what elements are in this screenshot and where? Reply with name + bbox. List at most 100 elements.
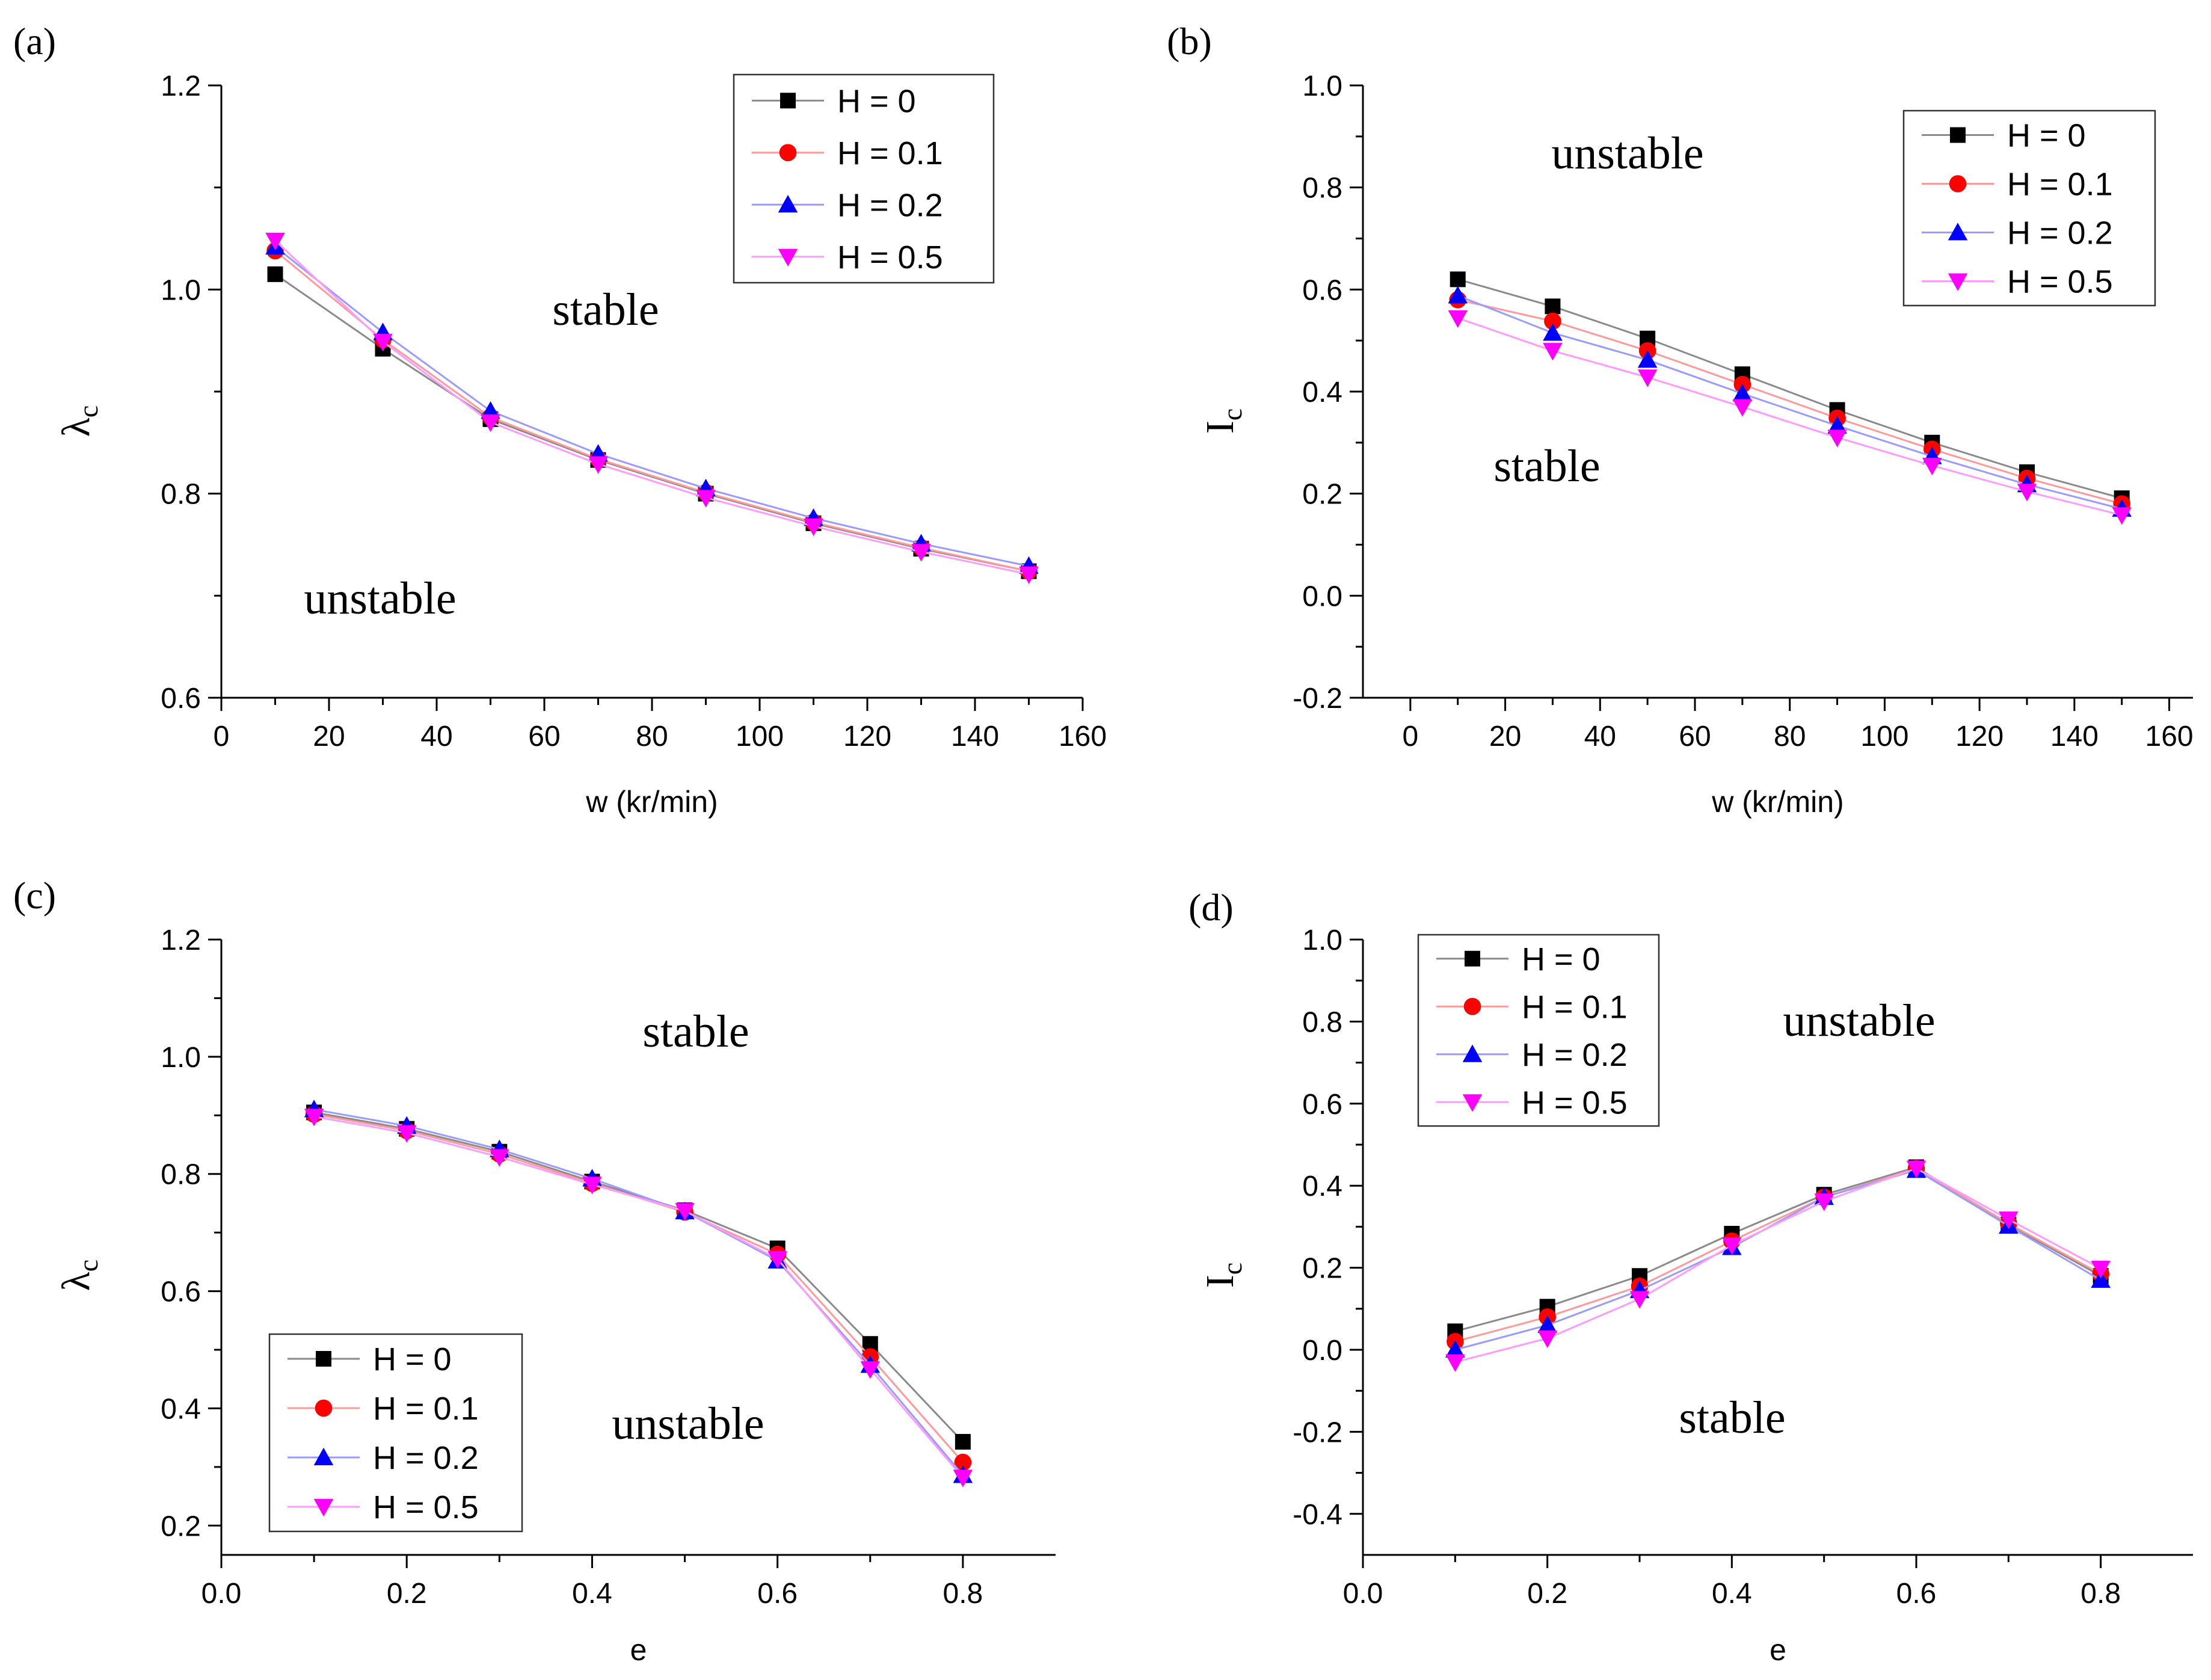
x-tick-label: 0.8 [2080, 1578, 2121, 1610]
y-tick-label: 0.2 [1302, 479, 1342, 511]
legend-marker [313, 1447, 334, 1465]
region-label-stable: stable [642, 1006, 749, 1057]
data-point [675, 1203, 695, 1221]
y-tick-label: -0.2 [1293, 1417, 1342, 1448]
x-tick-label: 160 [2145, 721, 2194, 752]
series-line-h3 [1454, 1167, 2102, 1363]
x-tick-label: 0.0 [1343, 1578, 1383, 1610]
data-point [1827, 429, 1847, 448]
data-point [588, 456, 608, 474]
data-point [1537, 1330, 1557, 1349]
legend-label: H = 0 [837, 83, 916, 119]
legend-box [1417, 934, 1660, 1127]
y-tick-label: 1.0 [161, 274, 201, 306]
y-axis-label: λc [54, 405, 103, 437]
legend-label: H = 0.1 [373, 1391, 479, 1427]
y-tick-label: 0.0 [1302, 580, 1342, 612]
x-tick-label: 60 [1679, 721, 1711, 752]
data-point [1722, 1237, 1742, 1255]
panel-tag: (d) [1189, 886, 1234, 929]
data-point [2091, 1270, 2111, 1288]
x-tick-label: 100 [736, 721, 784, 752]
legend-label: H = 0.1 [837, 135, 943, 171]
data-point [1906, 1160, 1927, 1178]
data-point [1537, 1315, 1557, 1334]
x-tick-label: 0.8 [943, 1578, 983, 1610]
x-tick-label: 0.0 [201, 1578, 242, 1610]
data-point [696, 490, 716, 508]
y-tick-label: 0.6 [161, 1276, 201, 1308]
legend-label: H = 0.2 [837, 187, 943, 223]
legend-box [1902, 109, 2156, 307]
series-line-h1 [1454, 1167, 2102, 1343]
x-tick-label: 80 [1774, 721, 1806, 752]
x-tick-label: 0 [214, 721, 230, 752]
region-label-unstable: unstable [1551, 128, 1703, 179]
region-label-stable: stable [552, 285, 659, 335]
legend-marker [1462, 1044, 1483, 1062]
data-point [1543, 323, 1563, 341]
y-tick-label: 1.0 [161, 1042, 201, 1074]
x-tick-label: 0.2 [387, 1578, 427, 1610]
x-tick-label: 0 [1403, 721, 1419, 752]
data-point [954, 1453, 972, 1471]
legend-label: H = 0 [1522, 941, 1601, 977]
x-tick-label: 60 [528, 721, 560, 752]
chart-panel-2: (b) 0 20 40 60 80 100 120 140 160 -0.2 0.0 0.2 0.4 0.6… [1167, 20, 2194, 819]
legend-marker [316, 1351, 331, 1367]
legend-marker [313, 1499, 334, 1517]
series-line-h3 [1457, 317, 2123, 516]
legend-label: H = 0.5 [1522, 1085, 1628, 1121]
x-tick-label: 140 [2050, 721, 2099, 752]
x-tick-label: 0.2 [1527, 1578, 1567, 1610]
data-point [767, 1251, 787, 1269]
y-tick-label: 0.8 [161, 1159, 201, 1191]
y-tick-label: 0.4 [1302, 377, 1342, 408]
data-point [1448, 286, 1468, 304]
y-tick-label: 1.2 [161, 925, 201, 956]
data-point [1827, 416, 1847, 434]
data-point [1445, 1340, 1465, 1358]
data-point [1450, 271, 1466, 288]
data-point [582, 1177, 602, 1195]
chart-panel-1: (a) 0 20 40 60 80 100 120 140 160 0.6 0.8 1.0 1.2 w (k… [13, 20, 1107, 819]
legend-marker [779, 144, 797, 162]
data-point [2091, 1260, 2111, 1279]
panel-tag: (c) [13, 874, 56, 917]
legend-label: H = 0 [2007, 118, 2086, 154]
series-line-h0 [274, 273, 1029, 573]
legend: H = 0 H = 0.1 H = 0.2 H = 0.5 [268, 1333, 523, 1533]
x-tick-label: 40 [1584, 721, 1616, 752]
x-tick-label: 120 [843, 721, 891, 752]
legend-label: H = 0.5 [837, 239, 943, 275]
panel-tag: (a) [13, 20, 56, 63]
x-axis-label: e [1770, 1633, 1786, 1667]
legend: H = 0 H = 0.1 H = 0.2 H = 0.5 [1902, 109, 2156, 307]
data-point [1543, 343, 1563, 361]
x-tick-label: 0.6 [757, 1578, 798, 1610]
y-tick-label: 1.0 [1302, 925, 1342, 956]
y-tick-label: -0.4 [1293, 1499, 1342, 1531]
x-tick-label: 0.6 [1896, 1578, 1937, 1610]
y-tick-label: 0.8 [161, 479, 201, 511]
data-point [1637, 350, 1658, 368]
x-tick-label: 40 [420, 721, 452, 752]
data-point [1999, 1211, 2019, 1229]
data-point [1544, 312, 1561, 330]
region-label-unstable: unstable [612, 1398, 764, 1449]
data-point [1732, 399, 1753, 417]
legend-label: H = 0 [373, 1341, 452, 1377]
legend-marker [1948, 273, 1968, 291]
y-tick-label: 0.6 [1302, 1089, 1342, 1121]
legend-marker [1462, 1094, 1483, 1112]
y-tick-label: 0.8 [1302, 173, 1342, 205]
legend-marker [1465, 950, 1480, 967]
legend-label: H = 0.5 [2007, 264, 2113, 300]
y-tick-label: 0.6 [161, 683, 201, 715]
legend: H = 0 H = 0.1 H = 0.2 H = 0.5 [1417, 934, 1660, 1127]
data-point [265, 232, 285, 251]
panel-tag: (b) [1167, 20, 1212, 63]
y-tick-label: 1.2 [161, 70, 201, 102]
legend-label: H = 0.5 [373, 1489, 479, 1525]
data-point [804, 518, 823, 537]
